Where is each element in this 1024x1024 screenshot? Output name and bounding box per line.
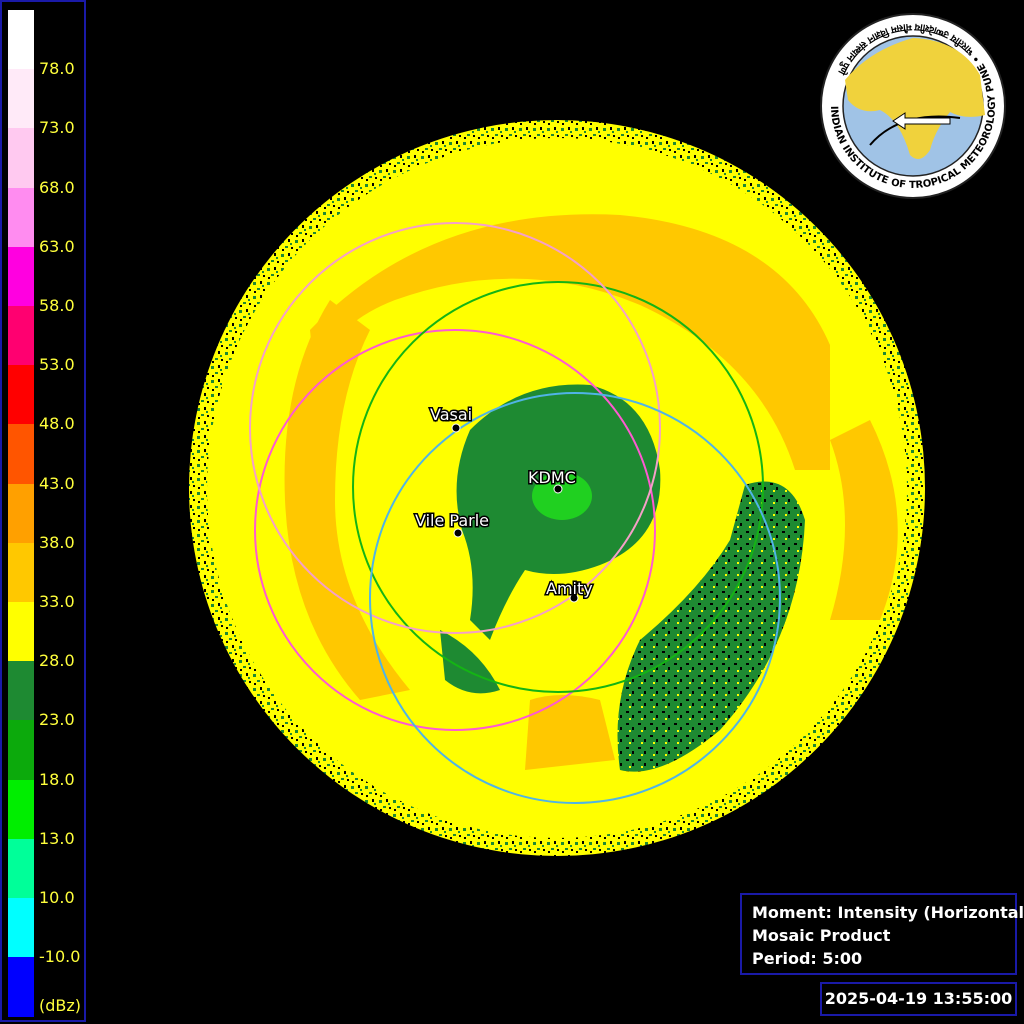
legend-label: 38.0	[39, 532, 75, 552]
legend-label: 48.0	[39, 414, 75, 434]
logo-white-arrow	[892, 112, 951, 130]
legend-label: 73.0	[39, 118, 75, 138]
legend-label: -10.0	[39, 947, 81, 967]
range-ring-vile-parle	[249, 222, 661, 634]
station-marker-vasai[interactable]	[451, 423, 461, 433]
legend-swatch	[8, 483, 34, 544]
station-label-vile-parle: Vile Parle	[415, 511, 489, 530]
period-text: Period: 5:00	[752, 949, 863, 968]
orange-band-south	[525, 695, 615, 770]
legend-label: 53.0	[39, 355, 75, 375]
legend-swatch	[8, 69, 34, 129]
legend-label: 58.0	[39, 296, 75, 315]
legend-label: 23.0	[39, 710, 75, 730]
legend-label: 63.0	[39, 236, 75, 256]
legend-label: 28.0	[39, 651, 75, 671]
legend-swatch	[8, 720, 34, 781]
iitm-logo: INDIAN INSTITUTE OF TROPICAL METEOROLOGY…	[820, 13, 1006, 199]
color-legend: 78.0 73.0 68.0 63.0 58.0 53.0 48.0 43.0 38.0 33.0…	[0, 0, 86, 1022]
legend-swatch	[8, 661, 34, 721]
legend-swatch	[8, 898, 34, 958]
product-info-box: Moment: Intensity (Horizontal) Mosaic Pr…	[740, 893, 1024, 975]
bright-echo-core	[532, 472, 592, 520]
orange-band-east	[830, 420, 898, 620]
legend-label: 33.0	[39, 592, 75, 611]
legend-label: 43.0	[39, 473, 75, 493]
moment-text: Moment: Intensity (Horizontal)	[752, 903, 1024, 922]
product-text: Mosaic Product	[752, 926, 891, 945]
legend-label: 78.0	[39, 59, 75, 79]
legend-swatch	[8, 306, 34, 366]
station-marker-vile-parle[interactable]	[453, 528, 463, 538]
station-label-kdmc: KDMC	[528, 468, 576, 487]
green-echo-southeast	[617, 481, 805, 772]
legend-swatch	[8, 424, 34, 485]
range-ring-amity	[369, 392, 781, 804]
timestamp-box: 2025-04-19 13:55:00	[820, 982, 1017, 1016]
legend-swatch	[8, 838, 34, 899]
station-marker-amity[interactable]	[569, 593, 579, 603]
legend-label: 18.0	[39, 769, 75, 789]
station-marker-kdmc[interactable]	[553, 484, 563, 494]
legend-swatch	[8, 128, 34, 189]
range-ring-kdmc	[352, 281, 764, 693]
legend-swatch	[8, 602, 34, 662]
legend-unit: (dBz)	[39, 996, 82, 1015]
legend-label: 13.0	[39, 828, 75, 848]
orange-band-north	[310, 214, 830, 470]
legend-swatch	[8, 365, 34, 425]
legend-swatch	[8, 187, 34, 248]
legend-swatch	[8, 957, 34, 1017]
orange-band-west	[284, 300, 410, 700]
station-label-vasai: Vasai	[430, 405, 472, 424]
range-ring-vasai	[254, 329, 656, 731]
legend-swatch	[8, 10, 34, 70]
logo-landmass	[845, 38, 985, 159]
station-label-amity: Amity	[546, 579, 593, 598]
legend-swatch	[8, 542, 34, 603]
legend-swatch	[8, 246, 34, 307]
legend-label: 10.0	[39, 888, 75, 907]
legend-swatch	[8, 779, 34, 840]
legend-label: 68.0	[39, 177, 75, 197]
